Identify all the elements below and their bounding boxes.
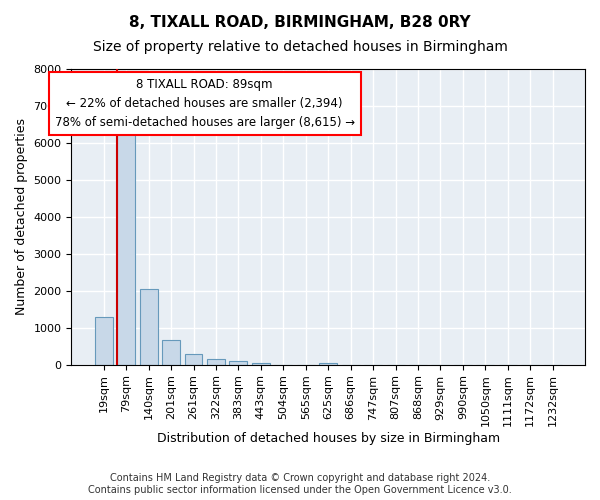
- Bar: [140, 289, 158, 364]
- Text: Size of property relative to detached houses in Birmingham: Size of property relative to detached ho…: [92, 40, 508, 54]
- Text: 8 TIXALL ROAD: 89sqm
← 22% of detached houses are smaller (2,394)
78% of semi-de: 8 TIXALL ROAD: 89sqm ← 22% of detached h…: [55, 78, 355, 129]
- Bar: [252, 362, 270, 364]
- Bar: [319, 362, 337, 364]
- Bar: [162, 340, 180, 364]
- Bar: [185, 354, 202, 364]
- Bar: [207, 359, 225, 364]
- Bar: [95, 316, 113, 364]
- X-axis label: Distribution of detached houses by size in Birmingham: Distribution of detached houses by size …: [157, 432, 500, 445]
- Text: Contains HM Land Registry data © Crown copyright and database right 2024.
Contai: Contains HM Land Registry data © Crown c…: [88, 474, 512, 495]
- Y-axis label: Number of detached properties: Number of detached properties: [15, 118, 28, 316]
- Bar: [117, 121, 135, 364]
- Bar: [229, 361, 247, 364]
- Text: 8, TIXALL ROAD, BIRMINGHAM, B28 0RY: 8, TIXALL ROAD, BIRMINGHAM, B28 0RY: [129, 15, 471, 30]
